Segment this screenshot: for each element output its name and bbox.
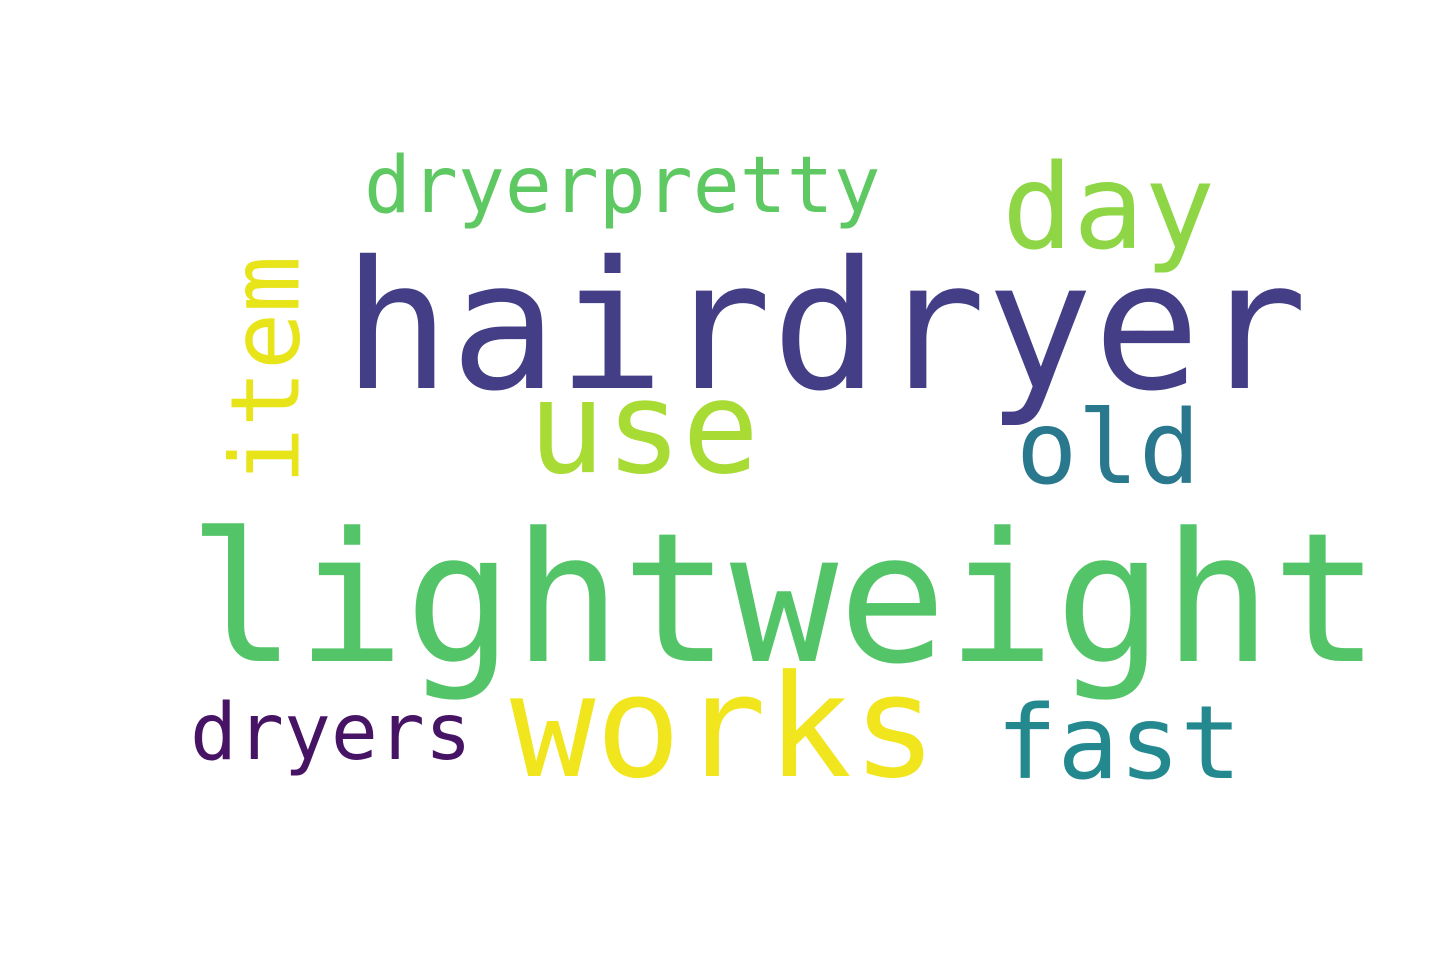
word-works: works [510,645,938,810]
word-dryerpretty: dryerpretty [364,141,881,231]
word-fast: fast [996,684,1242,803]
word-lightweight: lightweight [188,495,1381,704]
word-old: old [1016,389,1201,508]
word-day: day [1002,138,1216,276]
word-hairdryer: hairdryer [343,223,1308,430]
word-use: use [528,354,760,503]
word-item: item [211,255,322,485]
word-dryers: dryers [190,688,472,778]
